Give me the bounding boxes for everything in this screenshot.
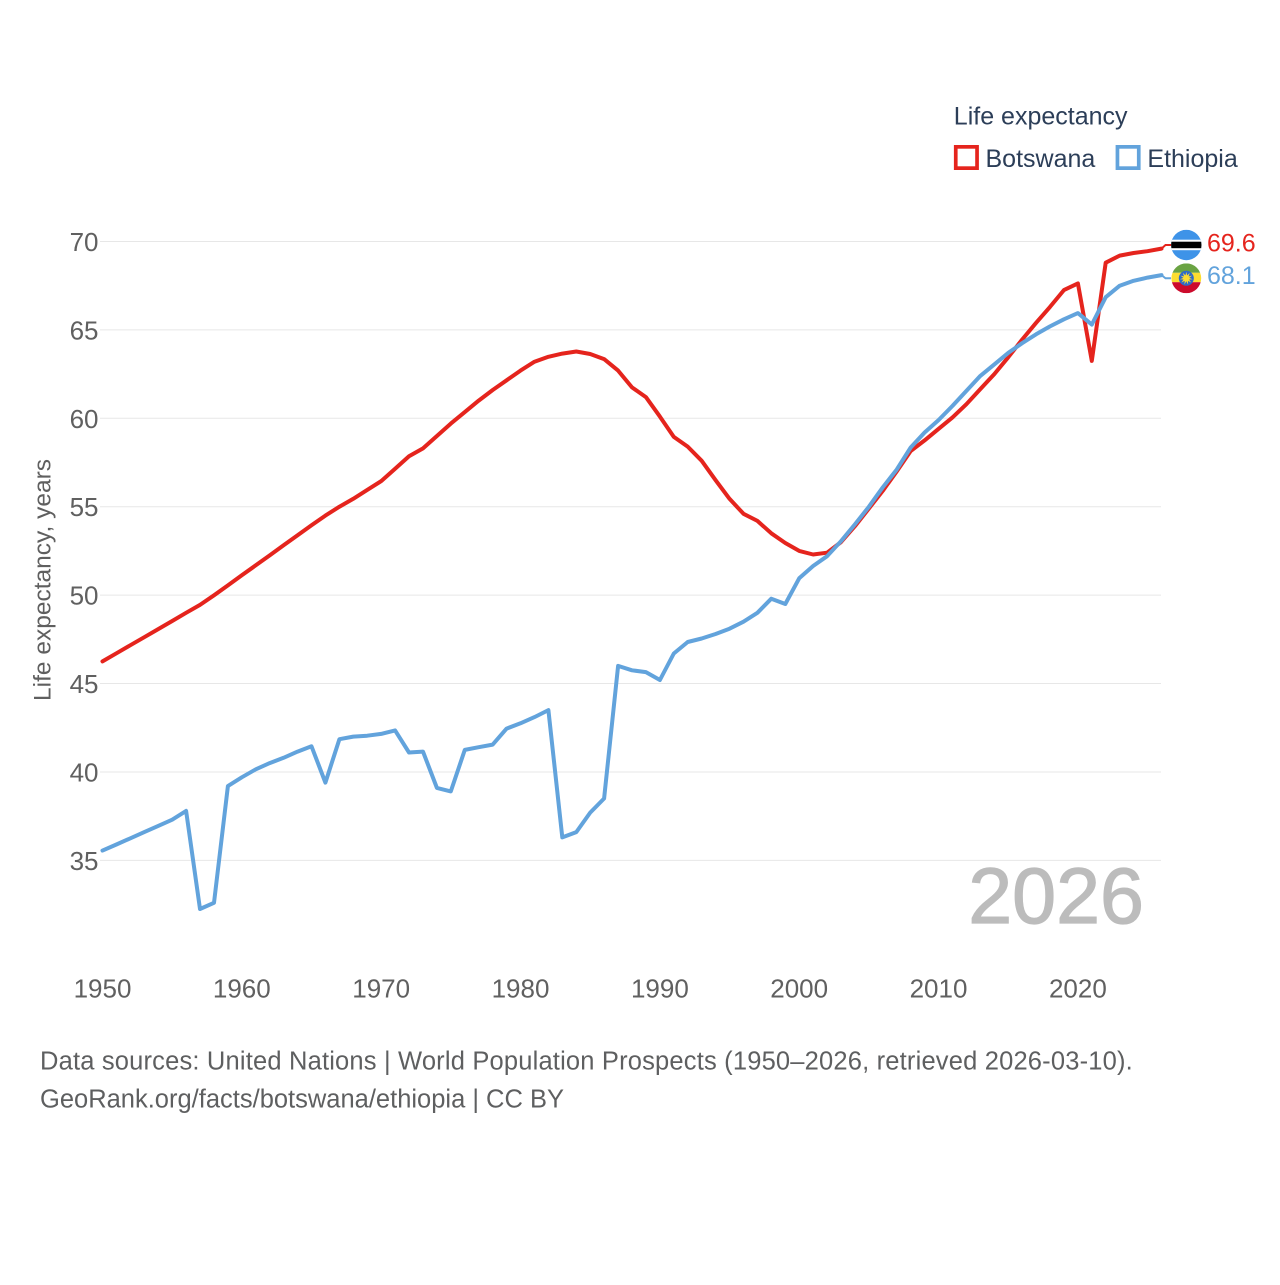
svg-text:Life expectancy, years: Life expectancy, years bbox=[30, 459, 57, 701]
svg-text:55: 55 bbox=[70, 492, 99, 522]
svg-text:2000: 2000 bbox=[770, 974, 828, 1004]
svg-text:60: 60 bbox=[70, 404, 99, 434]
svg-text:65: 65 bbox=[70, 315, 99, 345]
svg-text:2020: 2020 bbox=[1049, 974, 1107, 1004]
svg-text:40: 40 bbox=[70, 758, 99, 788]
svg-text:Data sources: United Nations |: Data sources: United Nations | World Pop… bbox=[40, 1047, 1133, 1075]
svg-text:68.1: 68.1 bbox=[1207, 262, 1256, 290]
svg-text:1950: 1950 bbox=[74, 974, 132, 1004]
svg-text:1990: 1990 bbox=[631, 974, 689, 1004]
svg-text:1980: 1980 bbox=[492, 974, 550, 1004]
svg-text:GeoRank.org/facts/botswana/eth: GeoRank.org/facts/botswana/ethiopia | CC… bbox=[40, 1085, 564, 1113]
svg-text:1970: 1970 bbox=[352, 974, 410, 1004]
svg-text:1960: 1960 bbox=[213, 974, 271, 1004]
svg-text:69.6: 69.6 bbox=[1207, 230, 1256, 258]
svg-text:2026: 2026 bbox=[968, 851, 1144, 940]
svg-text:70: 70 bbox=[70, 227, 99, 257]
svg-text:50: 50 bbox=[70, 581, 99, 611]
svg-text:Botswana: Botswana bbox=[986, 145, 1096, 173]
svg-text:2010: 2010 bbox=[910, 974, 968, 1004]
svg-text:Ethiopia: Ethiopia bbox=[1147, 145, 1237, 173]
svg-text:35: 35 bbox=[70, 846, 99, 876]
svg-text:45: 45 bbox=[70, 669, 99, 699]
svg-text:Life expectancy: Life expectancy bbox=[954, 102, 1128, 130]
